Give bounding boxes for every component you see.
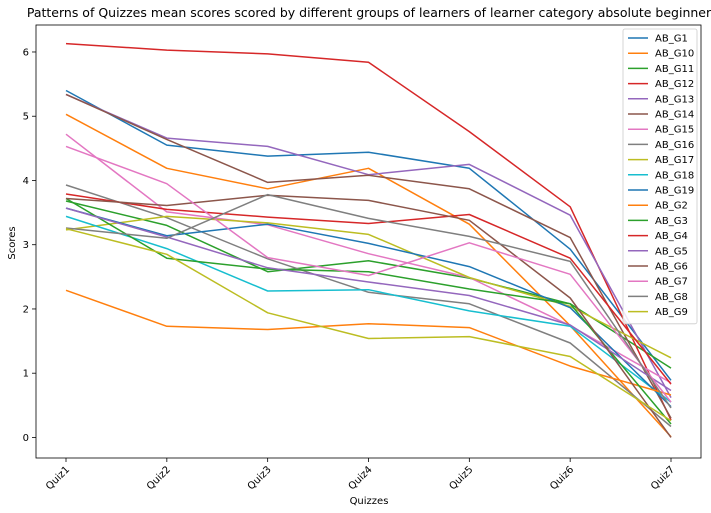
series-line-ab-g14 [65, 93, 672, 419]
legend-label: AB_G1 [655, 34, 688, 45]
legend-label: AB_G2 [655, 201, 688, 212]
legend-label: AB_G3 [655, 216, 688, 227]
legend-label: AB_G5 [655, 246, 688, 257]
legend-label: AB_G6 [655, 262, 688, 273]
x-tick-label: Quiz1 [44, 464, 72, 492]
legend-label: AB_G12 [655, 79, 694, 90]
x-tick-label: Quiz2 [145, 464, 173, 492]
series-line-ab-g11 [65, 200, 672, 369]
plot-frame [35, 24, 702, 459]
x-tick-label: Quiz5 [447, 464, 475, 492]
series-line-ab-g4 [65, 193, 672, 385]
legend-label: AB_G8 [655, 292, 688, 303]
legend-label: AB_G4 [655, 231, 688, 242]
legend-label: AB_G10 [655, 49, 694, 60]
x-axis-label: Quizzes [350, 496, 389, 507]
y-tick-label: 0 [23, 433, 29, 444]
series-line-ab-g8 [65, 193, 672, 409]
y-axis-label: Scores [7, 226, 18, 259]
legend-label: AB_G15 [655, 125, 694, 136]
x-tick-label: Quiz6 [548, 464, 576, 492]
series-line-ab-g1 [65, 89, 672, 381]
legend-label: AB_G13 [655, 94, 694, 105]
x-tick-label: Quiz4 [347, 464, 375, 492]
y-tick-label: 2 [23, 304, 29, 315]
series-line-ab-g9 [65, 227, 672, 422]
y-tick-label: 6 [23, 47, 29, 58]
series-line-ab-g5 [65, 207, 672, 392]
legend-label: AB_G17 [655, 155, 694, 166]
y-tick-label: 5 [23, 112, 29, 123]
x-tick-label: Quiz7 [649, 464, 677, 492]
chart-title: Patterns of Quizzes mean scores scored b… [27, 5, 711, 20]
series-line-ab-g18 [65, 215, 672, 403]
series-line-ab-g19 [65, 207, 672, 408]
series-line-ab-g3 [65, 197, 672, 425]
series-line-ab-g2 [65, 289, 672, 396]
series-line-ab-g16 [65, 184, 672, 428]
x-tick-label: Quiz3 [246, 464, 274, 492]
legend-label: AB_G14 [655, 110, 694, 121]
series-line-ab-g17 [65, 215, 672, 359]
series-line-ab-g7 [65, 145, 672, 403]
series-line-ab-g15 [65, 133, 672, 384]
y-tick-label: 1 [23, 369, 29, 380]
legend-label: AB_G16 [655, 140, 694, 151]
series-line-ab-g12 [65, 42, 672, 421]
legend: AB_G1 AB_G10 AB_G11 AB_G12 AB_G13 AB_G14 AB_G1… [622, 28, 698, 325]
legend-label: AB_G9 [655, 307, 688, 318]
legend-label: AB_G18 [655, 170, 694, 181]
y-tick-label: 3 [23, 240, 29, 251]
y-tick-label: 4 [23, 176, 29, 187]
legend-label: AB_G7 [655, 277, 688, 288]
plot-area: 0 1 2 3 4 5 6 Quiz1 Quiz2 Quiz3 Quiz4 Quiz5 Quiz6 Qui… [23, 24, 702, 492]
series-line-ab-g6 [65, 194, 672, 438]
legend-label: AB_G11 [655, 64, 694, 75]
legend-label: AB_G19 [655, 186, 694, 197]
